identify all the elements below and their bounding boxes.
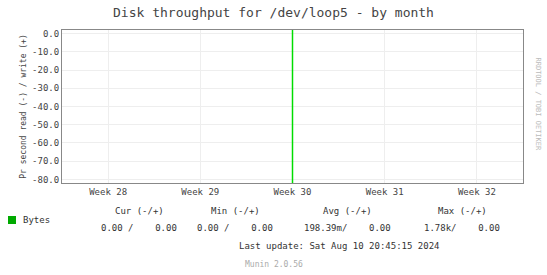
svg-text:RRDTOOL / TOBI OETIKER: RRDTOOL / TOBI OETIKER [534, 58, 542, 152]
svg-text:198.39m/ 0.00: 198.39m/ 0.00 [304, 223, 391, 233]
svg-text:0.00 / 0.00: 0.00 / 0.00 [197, 223, 273, 233]
svg-text:Bytes: Bytes [23, 215, 50, 225]
svg-text:Week 30: Week 30 [274, 187, 312, 197]
svg-text:Week 29: Week 29 [181, 187, 219, 197]
svg-text:Pr second read (-) / write (+): Pr second read (-) / write (+) [19, 34, 28, 179]
svg-text:Min (-/+): Min (-/+) [211, 206, 260, 216]
svg-text:-40.0: -40.0 [32, 102, 59, 112]
svg-text:Week 32: Week 32 [458, 187, 496, 197]
svg-text:-10.0: -10.0 [32, 47, 59, 57]
svg-text:-30.0: -30.0 [32, 83, 59, 93]
svg-text:0.0: 0.0 [43, 29, 59, 39]
svg-text:-80.0: -80.0 [32, 175, 59, 185]
svg-text:Max (-/+): Max (-/+) [438, 206, 487, 216]
svg-text:-70.0: -70.0 [32, 156, 59, 166]
svg-text:1.78k/ 0.00: 1.78k/ 0.00 [424, 223, 500, 233]
svg-text:Disk throughput for /dev/loop5: Disk throughput for /dev/loop5 - by mont… [113, 5, 434, 20]
svg-text:0.00 / 0.00: 0.00 / 0.00 [101, 223, 177, 233]
svg-text:Week 31: Week 31 [366, 187, 404, 197]
svg-text:Last update: Sat Aug 10 20:45:: Last update: Sat Aug 10 20:45:15 2024 [239, 241, 439, 251]
svg-text:Munin 2.0.56: Munin 2.0.56 [245, 260, 303, 269]
svg-text:-20.0: -20.0 [32, 65, 59, 75]
svg-text:Avg (-/+): Avg (-/+) [323, 206, 372, 216]
svg-text:Week 28: Week 28 [89, 187, 127, 197]
svg-text:Cur (-/+): Cur (-/+) [115, 206, 164, 216]
svg-text:-60.0: -60.0 [32, 138, 59, 148]
svg-text:-50.0: -50.0 [32, 120, 59, 130]
